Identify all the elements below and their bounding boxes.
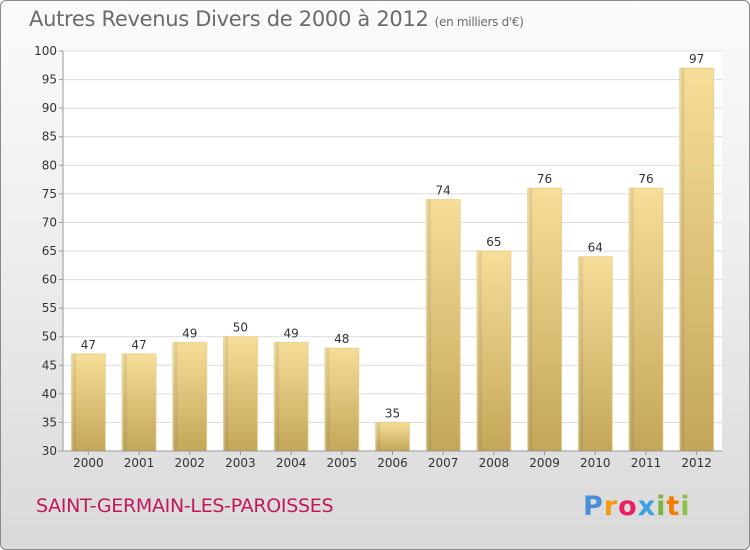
bar-highlight — [223, 336, 229, 451]
bar-2007 — [425, 199, 461, 452]
bar-highlight — [527, 188, 533, 451]
x-axis-ticks: 2000 2001 2002 2003 2004 2005 2006 2007 2008 2009… — [73, 451, 712, 470]
bar-highlight — [274, 342, 280, 451]
data-label: 74 — [436, 184, 451, 198]
bar-highlight — [628, 188, 634, 451]
chart-title: Autres Revenus Divers de 2000 à 2012 (en … — [29, 7, 524, 31]
chart-unit: (en milliers d'€) — [434, 15, 524, 29]
bar-2006 — [375, 422, 410, 452]
proxiti-logo[interactable]: Proxiti — [583, 491, 691, 522]
y-tick-label: 85 — [42, 130, 57, 144]
chart-title-text: Autres Revenus Divers de 2000 à 2012 — [29, 7, 429, 31]
data-label: 49 — [182, 326, 197, 340]
y-tick-label: 80 — [42, 158, 57, 172]
y-tick-label: 95 — [42, 73, 57, 87]
bar-highlight — [578, 256, 584, 451]
y-tick-label: 70 — [42, 215, 57, 229]
data-label: 65 — [486, 235, 501, 249]
data-label: 35 — [385, 406, 400, 420]
bar-2001 — [121, 353, 157, 452]
x-tick-label: 2004 — [276, 456, 307, 470]
x-tick-label: 2006 — [377, 456, 408, 470]
y-tick-label: 30 — [42, 444, 57, 458]
bar-2012 — [679, 67, 715, 452]
y-tick-label: 100 — [34, 44, 57, 58]
bar-2009 — [527, 187, 562, 452]
commune-name: SAINT-GERMAIN-LES-PAROISSES — [36, 495, 334, 517]
bar-2011 — [628, 187, 664, 452]
y-tick-label: 35 — [42, 415, 57, 429]
bar-2010 — [577, 256, 613, 452]
x-tick-label: 2000 — [73, 456, 104, 470]
y-tick-label: 60 — [42, 273, 57, 287]
data-label: 64 — [588, 241, 603, 255]
y-tick-label: 45 — [42, 358, 57, 372]
bars — [70, 67, 715, 452]
y-tick-label: 55 — [42, 301, 57, 315]
bar-highlight — [71, 353, 77, 451]
x-tick-label: 2007 — [428, 456, 459, 470]
x-tick-label: 2002 — [174, 456, 205, 470]
x-tick-label: 2011 — [631, 456, 662, 470]
data-labels: 47 47 49 50 49 48 35 74 65 76 64 76 97 — [81, 52, 705, 420]
x-tick-label: 2010 — [580, 456, 611, 470]
bar-highlight — [122, 353, 128, 451]
bar-highlight — [324, 348, 330, 451]
x-tick-label: 2003 — [225, 456, 256, 470]
x-tick-label: 2005 — [327, 456, 358, 470]
bar-highlight — [476, 251, 482, 451]
data-label: 76 — [537, 172, 552, 186]
x-tick-label: 2008 — [479, 456, 510, 470]
bar-2004 — [273, 342, 309, 452]
y-tick-label: 65 — [42, 244, 57, 258]
x-tick-label: 2001 — [124, 456, 155, 470]
bar-2002 — [172, 342, 208, 452]
data-label: 47 — [131, 338, 146, 352]
bar-2005 — [324, 347, 360, 452]
data-label: 49 — [283, 326, 298, 340]
x-tick-label: 2012 — [681, 456, 712, 470]
data-label: 47 — [81, 338, 96, 352]
data-label: 50 — [233, 321, 248, 335]
data-label: 48 — [334, 332, 349, 346]
bar-highlight — [375, 422, 381, 451]
bar-2003 — [223, 336, 258, 452]
bar-highlight — [172, 342, 178, 451]
y-tick-label: 40 — [42, 387, 57, 401]
bar-2000 — [70, 353, 106, 452]
y-axis-ticks: 30 35 40 45 50 55 60 65 70 75 80 85 90 95 100 — [34, 44, 63, 458]
y-tick-label: 90 — [42, 101, 57, 115]
data-label: 76 — [638, 172, 653, 186]
x-tick-label: 2009 — [529, 456, 560, 470]
bar-highlight — [679, 68, 685, 452]
y-tick-label: 50 — [42, 330, 57, 344]
y-tick-label: 75 — [42, 187, 57, 201]
bar-2008 — [476, 250, 512, 452]
bar-highlight — [426, 199, 432, 451]
data-label: 97 — [689, 52, 704, 66]
